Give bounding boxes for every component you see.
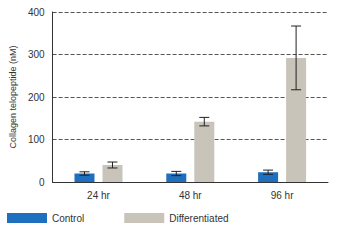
svg-text:200: 200 — [28, 92, 45, 103]
svg-text:96 hr: 96 hr — [271, 190, 294, 201]
svg-text:0: 0 — [39, 177, 45, 188]
svg-text:Collagen telopeptide (nM): Collagen telopeptide (nM) — [8, 45, 18, 148]
svg-text:Differentiated: Differentiated — [169, 213, 228, 224]
svg-text:24 hr: 24 hr — [87, 190, 110, 201]
svg-text:100: 100 — [28, 134, 45, 145]
svg-text:300: 300 — [28, 49, 45, 60]
svg-text:48 hr: 48 hr — [179, 190, 202, 201]
svg-text:400: 400 — [28, 7, 45, 18]
svg-text:Control: Control — [52, 213, 84, 224]
